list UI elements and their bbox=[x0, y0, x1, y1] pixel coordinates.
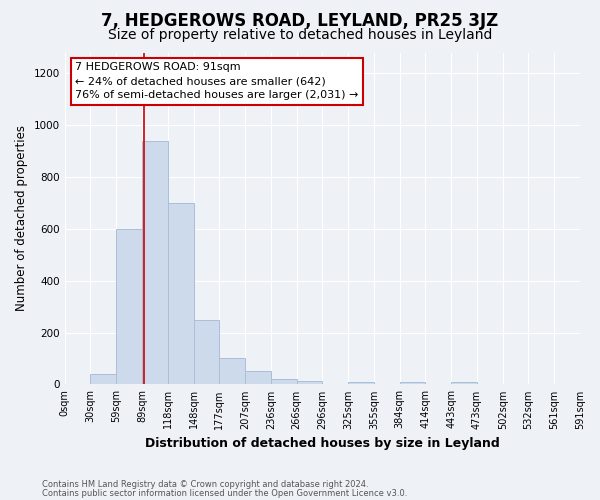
Bar bbox=[91, 374, 116, 384]
Text: Contains public sector information licensed under the Open Government Licence v3: Contains public sector information licen… bbox=[42, 488, 407, 498]
Bar bbox=[271, 379, 296, 384]
Text: 7, HEDGEROWS ROAD, LEYLAND, PR25 3JZ: 7, HEDGEROWS ROAD, LEYLAND, PR25 3JZ bbox=[101, 12, 499, 30]
Bar bbox=[219, 358, 245, 384]
Bar bbox=[116, 229, 142, 384]
Bar bbox=[296, 380, 322, 384]
Bar bbox=[168, 203, 193, 384]
Bar bbox=[451, 382, 477, 384]
Bar bbox=[400, 382, 425, 384]
Bar bbox=[348, 382, 374, 384]
X-axis label: Distribution of detached houses by size in Leyland: Distribution of detached houses by size … bbox=[145, 437, 500, 450]
Text: 7 HEDGEROWS ROAD: 91sqm
← 24% of detached houses are smaller (642)
76% of semi-d: 7 HEDGEROWS ROAD: 91sqm ← 24% of detache… bbox=[75, 62, 358, 100]
Text: Size of property relative to detached houses in Leyland: Size of property relative to detached ho… bbox=[108, 28, 492, 42]
Bar bbox=[142, 140, 168, 384]
Y-axis label: Number of detached properties: Number of detached properties bbox=[15, 126, 28, 312]
Bar bbox=[245, 372, 271, 384]
Bar bbox=[193, 320, 219, 384]
Text: Contains HM Land Registry data © Crown copyright and database right 2024.: Contains HM Land Registry data © Crown c… bbox=[42, 480, 368, 489]
